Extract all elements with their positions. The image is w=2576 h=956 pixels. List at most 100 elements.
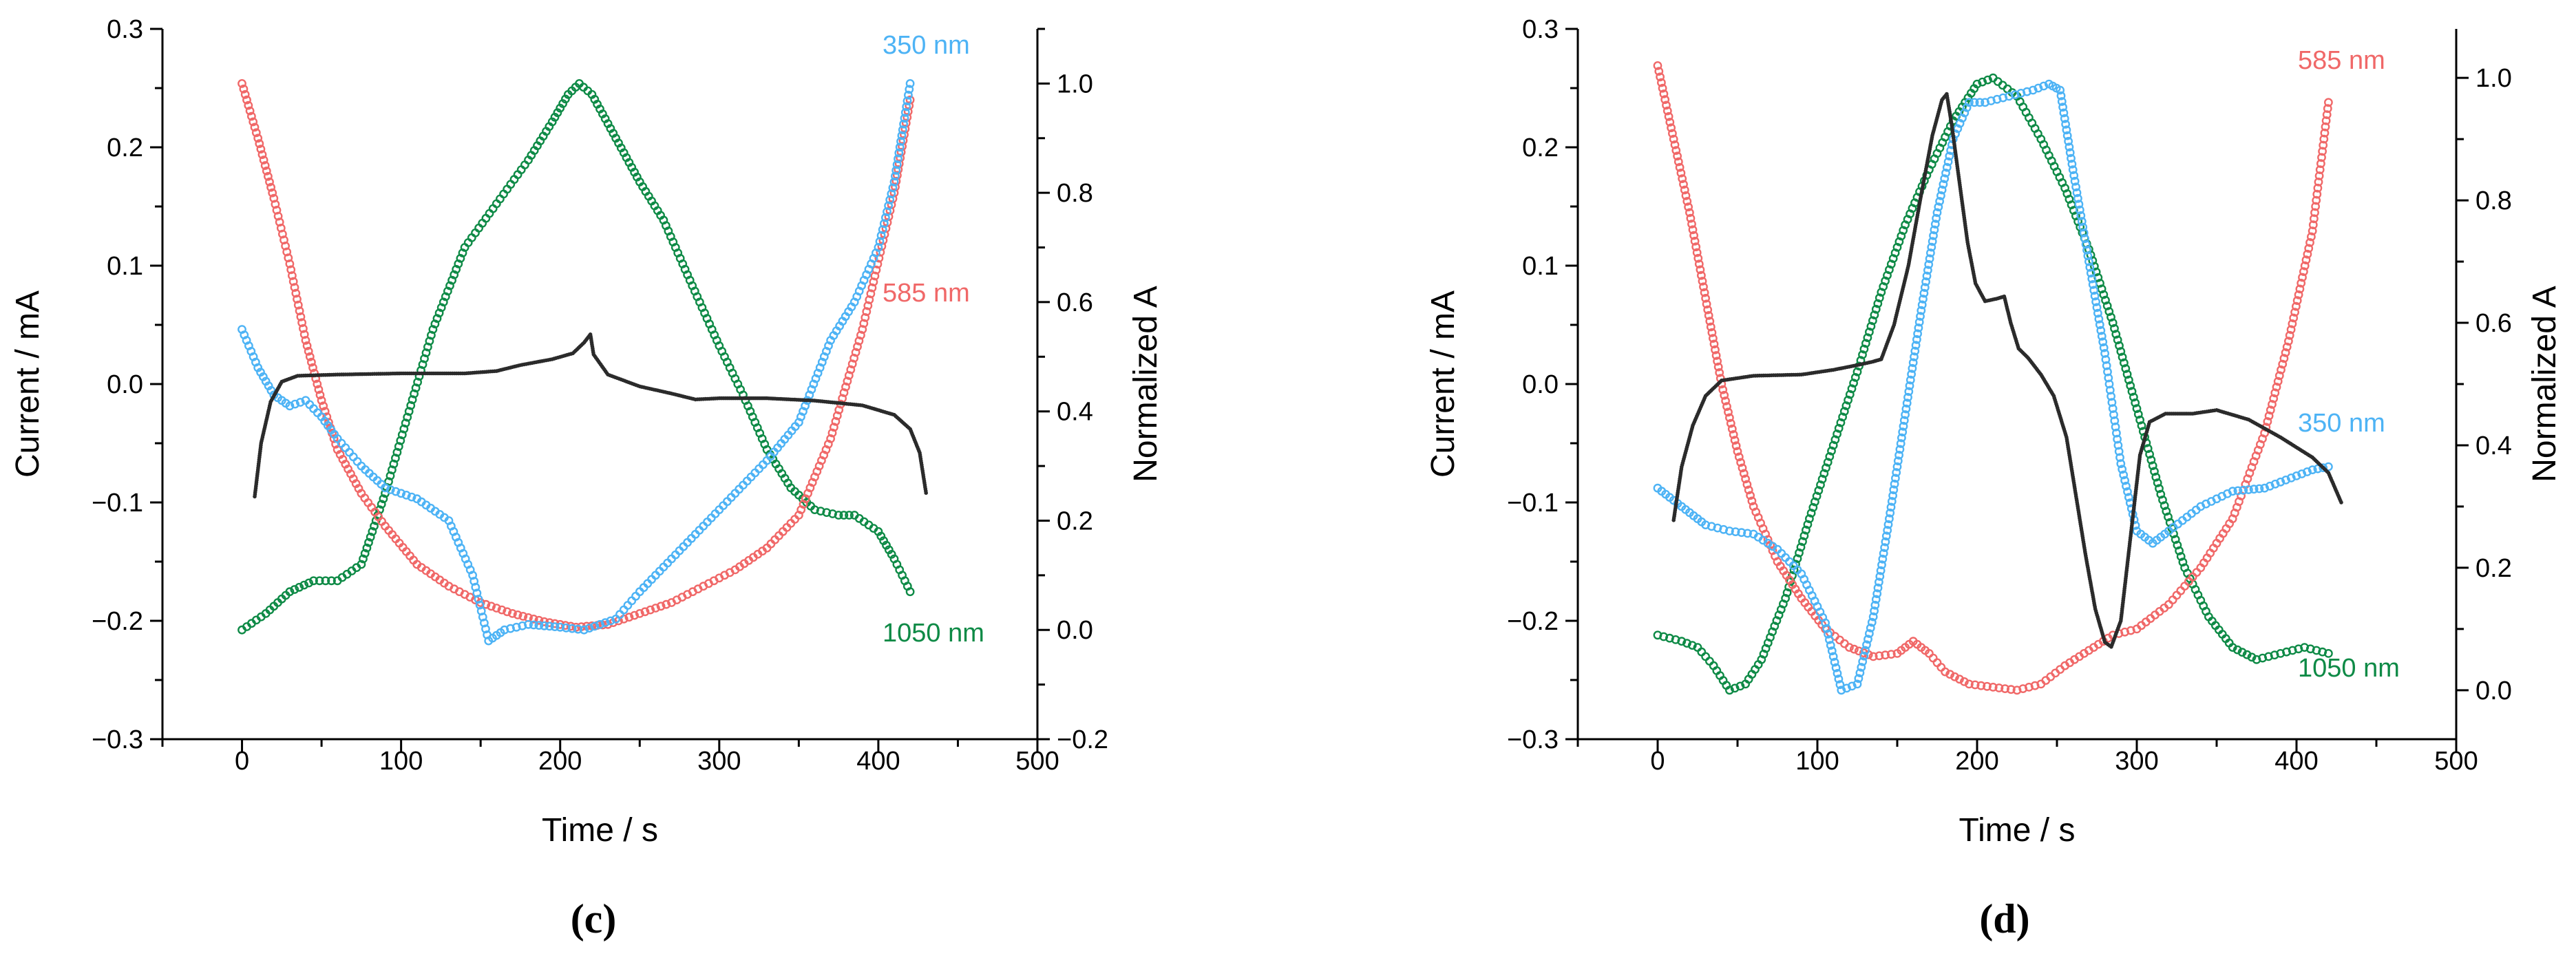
data-point bbox=[849, 354, 859, 363]
data-point bbox=[1730, 683, 1740, 693]
data-point bbox=[471, 582, 481, 592]
data-point bbox=[1976, 681, 1986, 690]
data-point bbox=[2119, 358, 2129, 368]
y-right-tick-label: 0.4 bbox=[1057, 398, 1093, 427]
data-point bbox=[1681, 191, 1691, 200]
data-point bbox=[386, 485, 395, 494]
data-point bbox=[2075, 205, 2084, 215]
data-point bbox=[1692, 248, 1702, 257]
data-point bbox=[2069, 206, 2078, 215]
data-point bbox=[2071, 182, 2081, 191]
data-point bbox=[1872, 589, 1882, 598]
data-point bbox=[1983, 75, 1992, 85]
data-point bbox=[2107, 392, 2116, 401]
data-point bbox=[2263, 652, 2273, 661]
y-right-tick-label: 1.0 bbox=[2475, 64, 2512, 93]
data-point bbox=[2057, 97, 2067, 106]
data-point bbox=[905, 79, 915, 88]
data-point bbox=[2096, 326, 2106, 335]
data-point bbox=[239, 84, 249, 94]
data-point bbox=[1928, 653, 1938, 663]
data-point bbox=[2308, 226, 2317, 235]
data-point bbox=[1929, 231, 1938, 240]
data-point bbox=[2087, 274, 2097, 284]
data-point bbox=[1884, 265, 1894, 275]
data-point bbox=[1998, 93, 2008, 103]
data-point bbox=[815, 363, 825, 372]
data-point bbox=[397, 430, 407, 440]
series-1050-nm bbox=[1653, 73, 2333, 695]
data-point bbox=[796, 412, 805, 421]
data-point bbox=[1838, 412, 1848, 422]
data-point bbox=[2105, 385, 2115, 395]
data-point bbox=[481, 599, 491, 609]
data-point bbox=[1886, 502, 1896, 512]
data-point bbox=[288, 277, 298, 286]
data-point bbox=[2073, 193, 2082, 203]
data-point bbox=[1664, 111, 1674, 121]
data-point bbox=[260, 161, 270, 170]
series-annotation: 585 nm bbox=[883, 279, 970, 308]
data-point bbox=[846, 365, 856, 374]
data-point bbox=[810, 505, 819, 514]
series-current bbox=[1671, 92, 2343, 649]
data-point bbox=[905, 587, 915, 597]
data-point bbox=[2143, 444, 2153, 454]
series-annotation: 585 nm bbox=[2298, 46, 2385, 75]
data-point bbox=[1945, 670, 1955, 679]
data-point bbox=[1821, 618, 1830, 628]
data-point bbox=[1799, 531, 1809, 540]
data-point bbox=[2288, 319, 2297, 328]
data-point bbox=[2260, 483, 2270, 493]
x-tick-label: 300 bbox=[2115, 747, 2158, 776]
data-point bbox=[2294, 644, 2303, 654]
data-point bbox=[1696, 270, 1706, 280]
data-point bbox=[2124, 375, 2133, 385]
data-point bbox=[293, 295, 302, 304]
data-point bbox=[1782, 588, 1792, 597]
data-point bbox=[2239, 485, 2248, 495]
data-point bbox=[518, 621, 527, 630]
data-point bbox=[1667, 123, 1676, 133]
data-point bbox=[421, 348, 431, 357]
data-point bbox=[1858, 657, 1868, 666]
data-point bbox=[2097, 332, 2107, 341]
data-point bbox=[1670, 140, 1680, 149]
data-point bbox=[2109, 410, 2118, 419]
data-point bbox=[1892, 462, 1902, 471]
data-point bbox=[313, 379, 322, 389]
data-point bbox=[1713, 523, 1722, 533]
series-annotation: 350 nm bbox=[883, 31, 970, 60]
data-point bbox=[2039, 81, 2049, 91]
data-point bbox=[904, 90, 913, 100]
data-point bbox=[1927, 242, 1936, 252]
data-point bbox=[2080, 234, 2090, 244]
data-point bbox=[1798, 537, 1807, 546]
data-point bbox=[319, 401, 328, 411]
data-point bbox=[656, 602, 666, 611]
data-point bbox=[256, 145, 266, 154]
data-point bbox=[2176, 586, 2186, 595]
data-point bbox=[1861, 646, 1870, 655]
data-point bbox=[1816, 480, 1825, 489]
data-point bbox=[2148, 461, 2157, 470]
data-point bbox=[2113, 434, 2122, 444]
data-point bbox=[317, 396, 326, 405]
data-point bbox=[863, 301, 873, 310]
data-point bbox=[441, 292, 450, 301]
data-point bbox=[2308, 465, 2317, 474]
data-point bbox=[1830, 657, 1839, 667]
data-point bbox=[388, 465, 397, 475]
data-point bbox=[2116, 459, 2126, 469]
data-point bbox=[2164, 512, 2173, 522]
data-point bbox=[651, 604, 660, 613]
data-point bbox=[1828, 440, 1838, 450]
data-point bbox=[1653, 61, 1662, 70]
data-point bbox=[452, 264, 461, 274]
data-point bbox=[534, 615, 544, 625]
data-point bbox=[286, 265, 296, 275]
data-point bbox=[624, 613, 634, 622]
data-point bbox=[1919, 288, 1929, 298]
current-point bbox=[2339, 500, 2343, 504]
data-point bbox=[377, 500, 386, 509]
